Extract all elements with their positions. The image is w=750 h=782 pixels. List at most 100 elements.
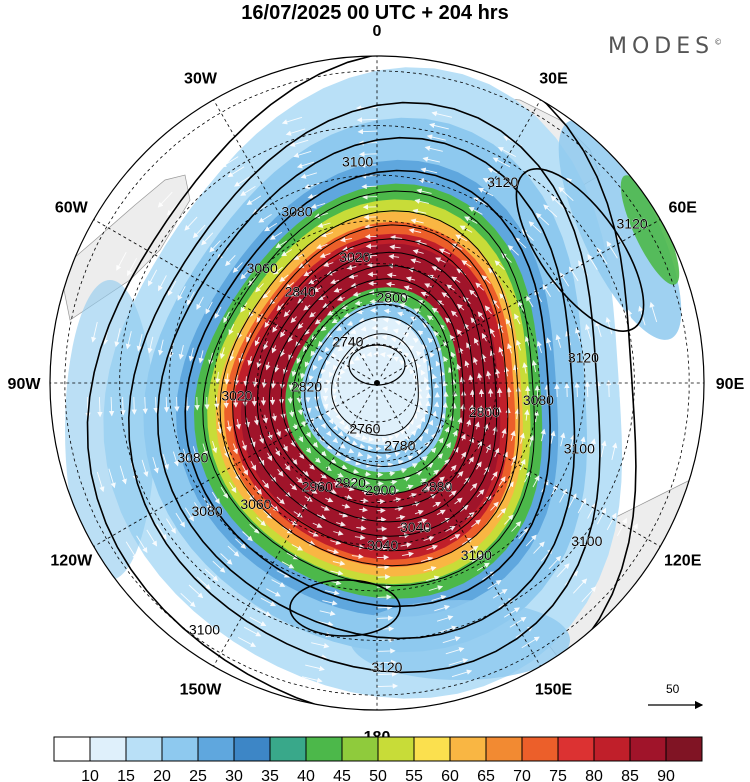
meridian-line [189,389,374,708]
wind-arrow [297,409,303,416]
wind-arrow [316,243,328,250]
wind-arrow [178,345,184,360]
latitude-circle [214,220,540,546]
wind-arrow [546,337,552,351]
wind-arrow [606,241,618,259]
wind-arrow [316,620,334,627]
wind-arrow [225,254,236,267]
colorbar-tick: 55 [405,768,423,782]
colorbar-boxes [53,736,703,762]
wind-arrow [390,234,403,241]
wind-arrow [421,456,428,462]
wind-arrow [429,351,435,358]
graticule [50,56,704,710]
wind-arrow [320,422,326,429]
wind-arrow [443,483,451,490]
wind-arrow [451,402,457,410]
wind-arrow [172,451,179,467]
wind-arrow [312,441,318,448]
wind-arrow [262,414,269,424]
wind-arrow [464,360,470,368]
wind-arrow [252,377,258,388]
contour-label: 3020 [339,249,371,266]
wind-arrow [606,379,612,398]
wind-arrow [255,607,272,616]
wind-arrow [325,430,332,437]
contour-label: 3080 [191,503,223,520]
wind-arrow [550,195,566,210]
wind-arrow [232,443,238,455]
wind-arrow [320,232,334,238]
latitude-circle [257,263,497,503]
colorbar-tick: 10 [81,768,99,782]
wind-arrow [481,275,491,284]
colorbar-swatch [665,736,703,762]
wind-arrow [276,496,285,505]
wind-arrow [305,431,311,438]
wind-arrow [490,501,499,511]
wind-arrow [540,428,546,442]
wind-arrow [450,464,457,472]
wind-arrow [259,434,265,444]
wind-arrow [147,336,154,354]
wind-arrow [428,419,434,426]
wind-arrow [317,414,323,421]
wind-arrow [289,483,298,491]
wind-arrow [477,372,483,381]
wind-arrow [616,313,624,332]
wind-arrow [187,291,195,306]
wind-arrow [416,470,423,476]
wind-arrow [320,450,327,457]
wind-arrow [275,240,288,249]
wind-arrow [390,479,398,485]
wind-arrow [399,360,406,366]
wind-arrow [435,257,446,263]
wind-arrow [331,339,338,345]
wind-arrow [152,456,159,474]
wind-arrow [184,216,198,231]
wind-arrow [339,443,346,449]
wind-arrow [510,430,516,441]
contour-value: 2780 [384,438,415,454]
wind-arrow [511,455,517,466]
wind-arrow [312,522,323,528]
wind-arrow [325,590,340,596]
wind-arrow [356,117,378,123]
height-contour [127,101,601,674]
wind-arrow [343,363,350,370]
contour-value: 2960 [302,479,333,495]
wind-arrow [409,492,418,499]
wind-arrow [651,376,657,398]
wind-arrow [328,371,334,378]
wind-arrow [528,221,542,234]
wind-arrow [494,368,501,378]
wind-arrow [319,252,331,258]
wind-arrow [302,470,310,477]
contour-label: 3100 [571,533,603,550]
wind-arrow [358,317,365,323]
wind-arrow [276,303,284,311]
high-contour-east [515,168,645,332]
wind-arrow [391,488,400,494]
wind-arrow [156,523,167,540]
meridian-line [52,386,371,571]
wind-arrow [243,626,262,637]
wind-arrow [574,382,580,398]
wind-arrow [514,313,521,325]
meridian-line [383,386,702,571]
wind-arrow [332,364,338,371]
wind-arrow [387,462,394,468]
wind-arrow [420,167,438,174]
height-contour [256,251,487,523]
wind-arrow [385,453,392,460]
wind-arrow [481,332,487,342]
chart-title: 16/07/2025 00 UTC + 204 hrs [241,2,509,24]
wind-arrow [416,449,423,455]
wind-arrow [492,589,508,599]
wind-arrow [343,424,350,431]
wind-arrow [317,377,323,384]
colorbar-tick: 25 [189,768,207,782]
wind-arrow [301,676,323,683]
wind-arrow [323,261,334,267]
